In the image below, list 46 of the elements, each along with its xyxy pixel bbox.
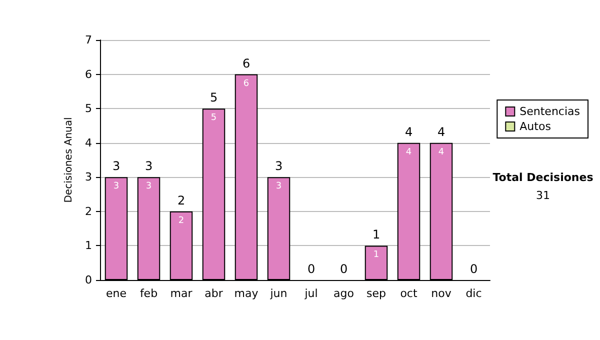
- data-label: 3: [146, 182, 152, 192]
- x-tick-label: jun: [269, 287, 288, 300]
- y-tick-label: 1: [85, 239, 92, 252]
- y-tick-label: 7: [85, 34, 92, 46]
- y-tick-label: 4: [85, 136, 92, 150]
- data-label: 3: [276, 182, 282, 192]
- data-label: 2: [178, 216, 184, 226]
- y-tick-label: 6: [85, 68, 92, 81]
- x-tick-label: dic: [466, 287, 482, 300]
- y-tick-label: 2: [85, 204, 92, 218]
- x-tick-label: jul: [304, 287, 318, 300]
- total-label: 3: [274, 159, 283, 174]
- legend-label: Sentencias: [520, 105, 580, 118]
- x-tick-label: feb: [140, 287, 158, 300]
- y-tick-label: 0: [85, 274, 92, 286]
- text: Total Decisiones: [492, 171, 594, 184]
- total-label: 5: [210, 90, 218, 105]
- total-label: 4: [404, 124, 413, 139]
- x-tick-label: ene: [106, 287, 127, 300]
- x-tick-label: ago: [334, 287, 354, 300]
- total-label: 2: [177, 193, 186, 208]
- data-label: 1: [373, 250, 380, 260]
- data-label: 5: [210, 113, 217, 124]
- total-label: 0: [470, 262, 478, 276]
- data-label: 3: [113, 182, 120, 192]
- y-tick-label: 3: [85, 170, 92, 184]
- x-tick-label: may: [234, 287, 259, 300]
- y-axis-title: Decisiones Anual: [64, 117, 75, 203]
- total-label: 4: [437, 124, 446, 139]
- total-label: 3: [112, 159, 120, 174]
- total-label: 6: [242, 56, 250, 70]
- data-label: 6: [243, 78, 250, 89]
- text: 31: [536, 189, 550, 202]
- total-label: 0: [340, 262, 348, 276]
- total-label: 1: [372, 228, 380, 242]
- data-label: 4: [406, 147, 412, 158]
- x-tick-label: oct: [400, 287, 418, 300]
- x-tick-label: abr: [204, 287, 224, 300]
- x-tick-label: mar: [170, 287, 193, 300]
- total-label: 3: [144, 159, 153, 174]
- total-label: 0: [307, 262, 316, 276]
- legend-label: Autos: [520, 120, 552, 133]
- x-tick-label: nov: [431, 287, 452, 300]
- y-tick-label: 5: [85, 102, 92, 116]
- data-label: 4: [438, 147, 444, 158]
- x-tick-label: sep: [366, 287, 386, 300]
